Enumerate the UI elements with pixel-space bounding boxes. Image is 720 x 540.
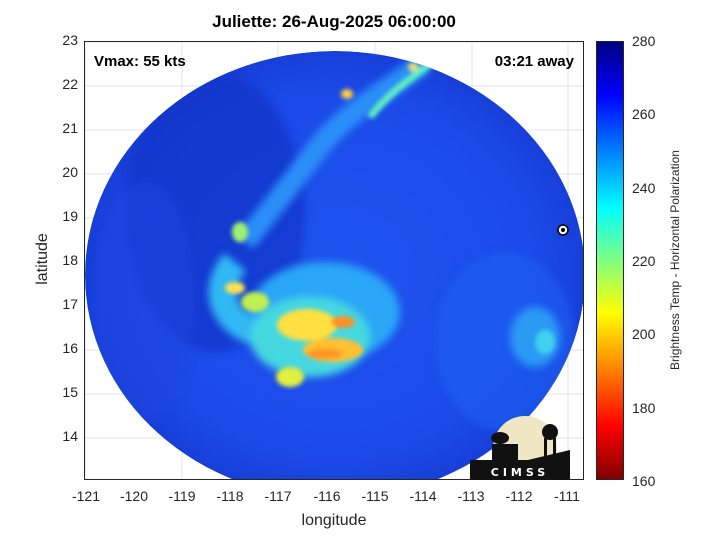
colorbar-tick: 200 xyxy=(632,326,656,342)
xtick-label: -111 xyxy=(554,488,580,504)
colorbar-tick: 180 xyxy=(632,400,656,416)
ytick-label: 19 xyxy=(62,208,78,224)
xtick-label: -121 xyxy=(71,488,101,504)
xtick-label: -112 xyxy=(505,488,533,504)
ytick-label: 20 xyxy=(62,164,78,180)
ytick-label: 16 xyxy=(62,340,78,356)
ytick-label: 23 xyxy=(62,32,78,48)
xtick-label: -116 xyxy=(313,488,341,504)
xtick-label: -113 xyxy=(457,488,485,504)
x-axis-label: longitude xyxy=(301,512,367,529)
logo-text: CIMSS xyxy=(491,466,549,479)
ytick-label: 22 xyxy=(62,76,78,92)
colorbar-tick: 220 xyxy=(632,253,656,269)
time-away-label: 03:21 away xyxy=(494,53,574,70)
xtick-label: -117 xyxy=(264,488,292,504)
xtick-label: -120 xyxy=(119,488,149,504)
xtick-label: -119 xyxy=(168,488,196,504)
ytick-label: 14 xyxy=(62,428,78,444)
colorbar-label: Brightness Temp - Horizontal Polarizatio… xyxy=(668,150,682,370)
map-title: Juliette: 26-Aug-2025 06:00:00 xyxy=(212,12,456,31)
ytick-label: 18 xyxy=(62,252,78,268)
brightness-temp-map xyxy=(85,42,583,479)
cimss-logo: CIMSS xyxy=(470,416,570,480)
plot-area[interactable]: Vmax: 55 kts 03:21 away xyxy=(84,41,584,480)
colorbar-tick: 240 xyxy=(632,180,656,196)
colorbar-tick: 260 xyxy=(632,106,656,122)
xtick-label: -114 xyxy=(409,488,437,504)
colorbar xyxy=(596,41,624,480)
y-axis-label: latitude xyxy=(34,233,51,285)
vmax-label: Vmax: 55 kts xyxy=(94,53,186,70)
ytick-label: 21 xyxy=(62,120,78,136)
colorbar-tick: 160 xyxy=(632,473,656,489)
colorbar-tick: 280 xyxy=(632,33,656,49)
ytick-label: 15 xyxy=(62,384,78,400)
ytick-label: 17 xyxy=(62,296,78,312)
xtick-label: -118 xyxy=(216,488,244,504)
microwave-swath xyxy=(85,51,583,479)
xtick-label: -115 xyxy=(361,488,389,504)
